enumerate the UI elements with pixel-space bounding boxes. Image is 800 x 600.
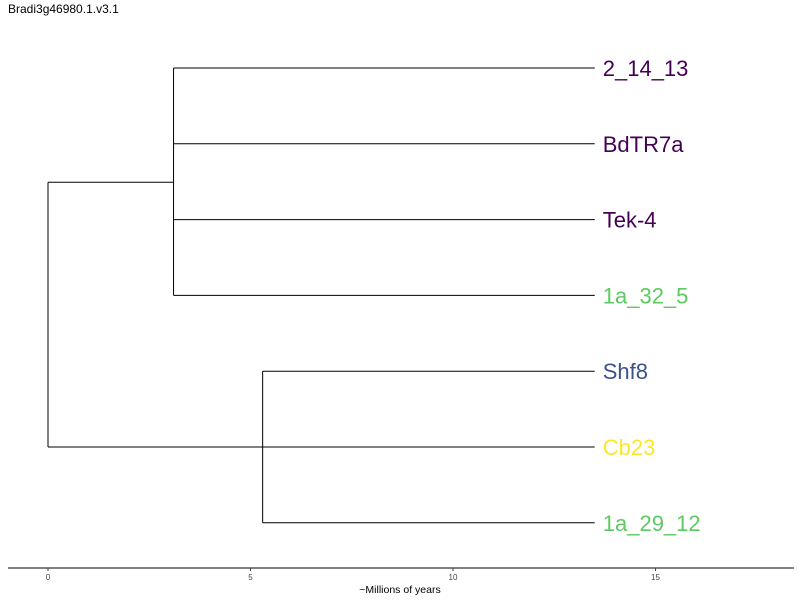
- tip-label-2: Tek-4: [603, 208, 657, 233]
- x-axis-title: ~Millions of years: [359, 584, 440, 596]
- x-tick-label-1: 5: [248, 573, 253, 582]
- tip-label-0: 2_14_13: [603, 56, 689, 81]
- tip-label-5: Cb23: [603, 435, 656, 460]
- tip-label-1: BdTR7a: [603, 132, 684, 157]
- x-tick-label-3: 15: [651, 573, 660, 582]
- x-tick-label-2: 10: [449, 573, 458, 582]
- x-tick-label-0: 0: [46, 573, 51, 582]
- tip-label-6: 1a_29_12: [603, 511, 701, 536]
- page-title: Bradi3g46980.1.v3.1: [8, 2, 119, 16]
- tip-label-4: Shf8: [603, 359, 648, 384]
- tip-label-3: 1a_32_5: [603, 283, 689, 308]
